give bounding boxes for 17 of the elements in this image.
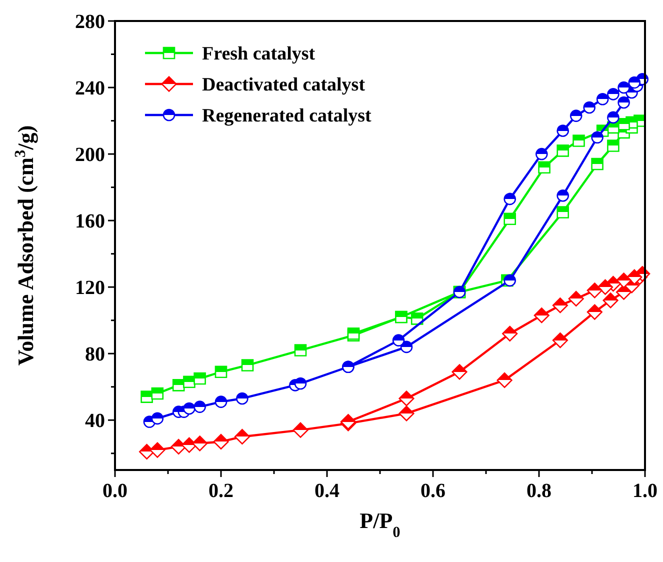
legend-label: Regenerated catalyst (202, 106, 372, 127)
y-tick-label: 40 (85, 410, 105, 432)
x-tick-label: 0.4 (314, 480, 340, 502)
x-tick-label: 0.0 (102, 480, 128, 502)
y-tick-label: 160 (75, 210, 105, 233)
x-tick-label: 0.2 (208, 480, 234, 502)
y-tick-label: 280 (75, 11, 105, 33)
legend-label: Deactivated catalyst (202, 74, 366, 96)
x-tick-label: 0.6 (420, 480, 446, 502)
x-axis-title: P/P$_{0}$ (360, 508, 401, 540)
y-tick-label: 80 (85, 344, 105, 366)
y-tick-label: 240 (75, 78, 105, 100)
x-tick-label: 1.0 (632, 480, 658, 502)
y-tick-label: 120 (75, 277, 105, 300)
x-tick-label: 0.8 (526, 480, 552, 502)
legend-label: Fresh catalyst (202, 44, 316, 65)
y-tick-label: 200 (75, 144, 105, 166)
